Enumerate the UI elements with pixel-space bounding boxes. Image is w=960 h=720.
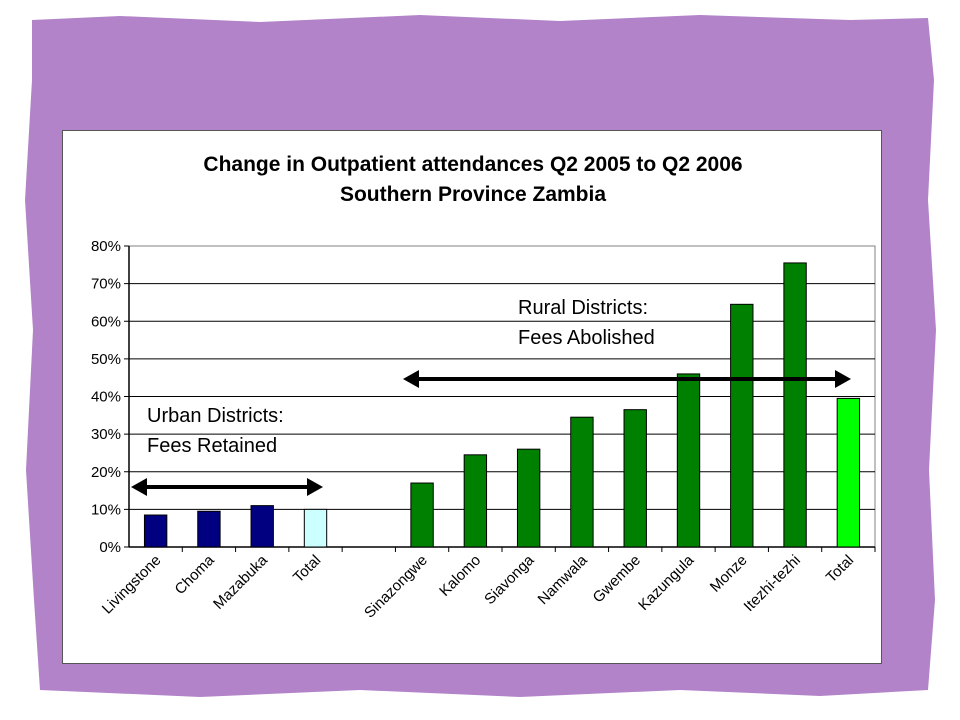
x-tick-label: Mazabuka — [210, 551, 271, 612]
x-tick-label: Namwala — [535, 551, 592, 608]
urban-double-arrow — [131, 478, 323, 496]
x-tick-label: Gwembe — [590, 552, 644, 606]
bar-gwembe — [623, 409, 647, 548]
bar-livingstone — [143, 514, 168, 548]
y-tick-label: 20% — [91, 464, 121, 481]
y-tick-label: 10% — [91, 501, 121, 518]
urban-annotation: Urban Districts: Fees Retained — [147, 405, 284, 457]
rural-annotation: Rural Districts: Fees Abolished — [518, 297, 655, 349]
y-tick-label: 60% — [91, 313, 121, 330]
y-tick-label: 30% — [91, 426, 121, 443]
bar-total — [303, 508, 328, 548]
bar-total — [836, 397, 861, 548]
x-tick-label: Total — [823, 552, 857, 586]
rural-annotation-line-1: Rural Districts: — [518, 297, 648, 319]
x-tick-label: Total — [290, 552, 324, 586]
y-tick-label: 0% — [99, 539, 121, 556]
y-tick-label: 50% — [91, 351, 121, 368]
chart-title-line-2: Southern Province Zambia — [340, 183, 606, 206]
x-tick-label: Kazungula — [635, 551, 698, 614]
bar-choma — [197, 510, 221, 548]
x-tick-label: Itezhi-tezhi — [741, 552, 804, 615]
bar-mazabuka — [250, 505, 274, 548]
urban-annotation-line-2: Fees Retained — [147, 435, 277, 457]
x-tick-label: Kalomo — [436, 552, 484, 600]
y-tick-label: 80% — [91, 238, 121, 255]
x-tick-label: Monze — [707, 552, 751, 596]
bar-siavonga — [516, 448, 541, 548]
y-tick-label: 70% — [91, 276, 121, 293]
urban-annotation-line-1: Urban Districts: — [147, 405, 284, 427]
chart-panel: Change in Outpatient attendances Q2 2005… — [62, 130, 882, 664]
y-tick-label: 40% — [91, 389, 121, 406]
rural-double-arrow — [403, 370, 851, 388]
bar-sinazongwe — [410, 482, 434, 548]
bars — [143, 262, 861, 548]
chart-title-line-1: Change in Outpatient attendances Q2 2005… — [203, 153, 742, 176]
chart: Change in Outpatient attendances Q2 2005… — [91, 153, 876, 622]
bar-kazungula — [676, 373, 701, 548]
bar-monze — [730, 303, 754, 548]
x-tick-label: Sinazongwe — [361, 552, 431, 622]
x-tick-label: Livingstone — [99, 552, 165, 618]
x-tick-label: Siavonga — [481, 551, 538, 608]
bar-namwala — [570, 416, 594, 548]
bar-itezhi-tezhi — [783, 262, 807, 548]
x-tick-label: Choma — [172, 551, 219, 598]
bar-kalomo — [463, 454, 488, 548]
rural-annotation-line-2: Fees Abolished — [518, 327, 655, 349]
chart-title: Change in Outpatient attendances Q2 2005… — [203, 153, 742, 206]
